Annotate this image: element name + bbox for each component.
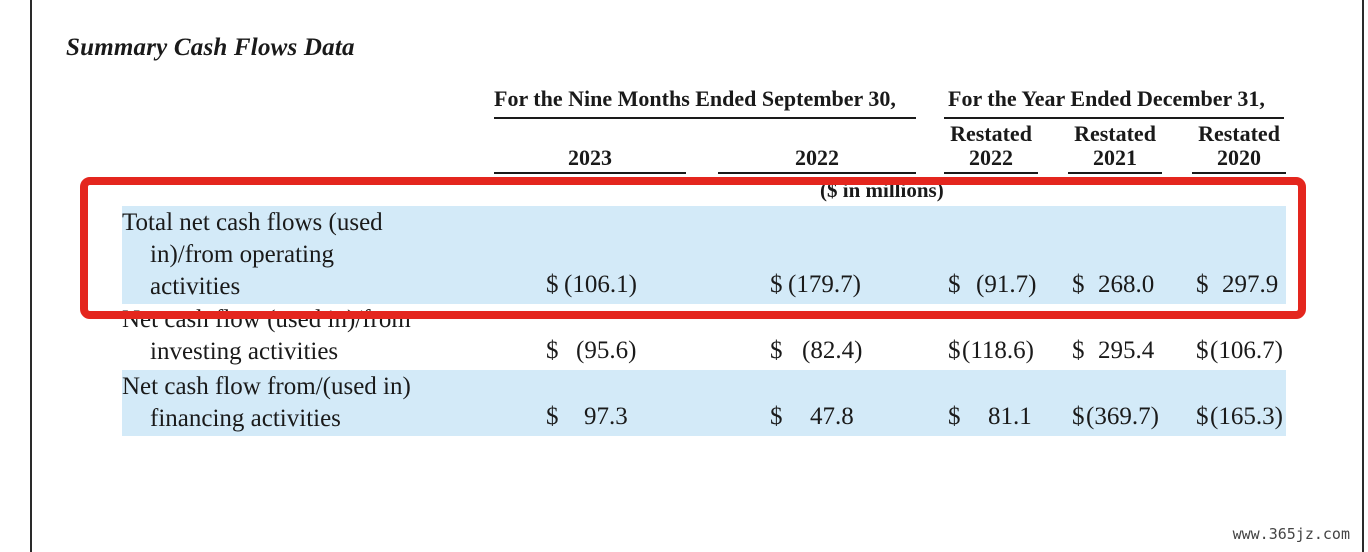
column-header-line1: Restated [1198, 121, 1280, 146]
currency-symbol: $ [546, 271, 559, 298]
row-label-operating: Total net cash flows (used in)/from oper… [122, 207, 383, 303]
cell-operating-restated-2021: 268.0 [1098, 271, 1155, 298]
cell-operating-2023: (106.1) [564, 271, 637, 298]
cell-operating-2022: (179.7) [788, 271, 861, 298]
page-frame-right [1362, 0, 1364, 552]
row-label-line: Total net cash flows (used [122, 209, 383, 236]
group-underline-year-ended [944, 117, 1284, 119]
column-header-line2: 2023 [568, 145, 612, 170]
column-header-line1 [494, 122, 686, 146]
column-underline [494, 172, 686, 174]
currency-symbol: $ [770, 403, 783, 430]
column-header-line2: 2022 [969, 145, 1013, 170]
column-header-restated-2020: Restated 2020 [1192, 122, 1286, 170]
cell-investing-2023: (95.6) [576, 337, 637, 364]
currency-symbol: $ [948, 403, 961, 430]
column-header-2022: 2022 [718, 122, 916, 170]
cell-financing-2022: 47.8 [810, 403, 854, 430]
column-underline [718, 172, 916, 174]
cell-investing-restated-2021: 295.4 [1098, 337, 1155, 364]
row-label-investing: Net cash flow (used in)/from investing a… [122, 304, 411, 368]
row-label-line: Net cash flow from/(used in) [122, 373, 411, 400]
row-label-line: in)/from operating [150, 241, 334, 268]
column-underline [944, 172, 1038, 174]
page-frame-left [30, 0, 32, 552]
column-header-line1: Restated [950, 121, 1032, 146]
cell-financing-2023: 97.3 [584, 403, 628, 430]
currency-symbol: $ [1196, 403, 1209, 430]
currency-symbol: $ [1196, 271, 1209, 298]
column-header-line2: 2021 [1093, 145, 1137, 170]
cell-investing-restated-2020: (106.7) [1210, 337, 1283, 364]
cell-operating-restated-2020: 297.9 [1222, 271, 1279, 298]
column-header-restated-2022: Restated 2022 [944, 122, 1038, 170]
group-header-nine-months: For the Nine Months Ended September 30, [494, 86, 896, 111]
group-underline-nine-months [494, 117, 916, 119]
column-header-line2: 2022 [795, 145, 839, 170]
group-header-year-ended: For the Year Ended December 31, [948, 86, 1265, 111]
column-header-line1 [718, 122, 916, 146]
currency-symbol: $ [1072, 271, 1085, 298]
currency-symbol: $ [1072, 403, 1085, 430]
column-header-line2: 2020 [1217, 145, 1261, 170]
cell-investing-restated-2022: (118.6) [962, 337, 1034, 364]
currency-symbol: $ [770, 271, 783, 298]
cell-financing-restated-2021: (369.7) [1086, 403, 1159, 430]
row-label-line: Net cash flow (used in)/from [122, 306, 411, 333]
red-highlight-box [80, 177, 1306, 319]
row-label-financing: Net cash flow from/(used in) financing a… [122, 371, 411, 435]
row-highlight-band [122, 206, 1286, 304]
currency-symbol: $ [546, 337, 559, 364]
cell-financing-restated-2020: (165.3) [1210, 403, 1283, 430]
row-highlight-band [122, 370, 1286, 436]
column-underline [1068, 172, 1162, 174]
column-header-2023: 2023 [494, 122, 686, 170]
currency-symbol: $ [1196, 337, 1209, 364]
currency-symbol: $ [1072, 337, 1085, 364]
currency-symbol: $ [948, 271, 961, 298]
watermark-text: www.365jz.com [1232, 525, 1350, 543]
section-title: Summary Cash Flows Data [66, 34, 355, 61]
column-header-line1: Restated [1074, 121, 1156, 146]
currency-symbol: $ [770, 337, 783, 364]
cell-financing-restated-2022: 81.1 [988, 403, 1032, 430]
row-label-line: investing activities [150, 338, 339, 365]
row-label-line: financing activities [150, 405, 341, 432]
currency-symbol: $ [546, 403, 559, 430]
column-header-restated-2021: Restated 2021 [1068, 122, 1162, 170]
cell-investing-2022: (82.4) [802, 337, 863, 364]
row-label-line: activities [150, 273, 241, 300]
currency-symbol: $ [948, 337, 961, 364]
column-underline [1192, 172, 1286, 174]
cell-operating-restated-2022: (91.7) [976, 271, 1037, 298]
